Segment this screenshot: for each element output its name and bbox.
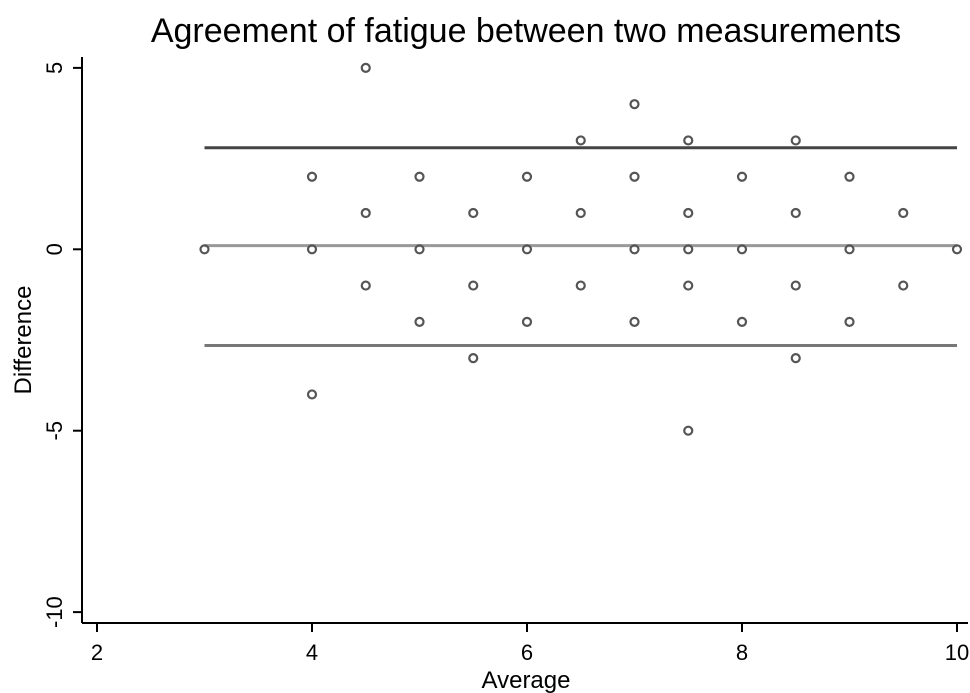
data-point — [521, 171, 533, 182]
x-tick-label: 6 — [521, 640, 533, 665]
data-point — [629, 171, 640, 182]
data-point — [629, 99, 640, 110]
x-tick-label: 10 — [945, 640, 969, 665]
data-point — [790, 207, 801, 219]
y-tick-label: 0 — [42, 243, 67, 255]
data-point — [683, 425, 694, 436]
x-tick-label: 8 — [736, 640, 748, 665]
x-axis-label: Average — [482, 667, 571, 693]
data-point — [898, 280, 909, 291]
chart-title: Agreement of fatigue between two measure… — [151, 12, 901, 50]
y-tick-label: -5 — [42, 421, 67, 441]
data-point — [629, 244, 640, 255]
data-point — [683, 207, 694, 219]
scatter-points — [199, 62, 963, 436]
data-point — [844, 316, 855, 327]
data-point — [575, 135, 586, 146]
data-point — [199, 244, 210, 255]
data-point — [736, 171, 748, 182]
axes — [81, 57, 968, 624]
y-tick-label: -10 — [42, 596, 67, 628]
y-axis-ticks: -10 -5 0 5 — [42, 62, 82, 628]
x-tick-label: 2 — [91, 640, 103, 665]
data-point — [414, 171, 425, 182]
data-point — [306, 171, 318, 182]
data-point — [306, 244, 318, 255]
data-point — [360, 62, 371, 73]
data-point — [790, 280, 801, 291]
data-point — [736, 244, 748, 255]
data-point — [683, 280, 694, 291]
data-point — [521, 316, 533, 327]
data-point — [468, 353, 479, 364]
data-point — [360, 207, 371, 219]
x-tick-label: 4 — [306, 640, 318, 665]
data-point — [683, 244, 694, 255]
data-point — [575, 280, 586, 291]
data-point — [736, 316, 748, 327]
data-point — [629, 316, 640, 327]
data-point — [414, 244, 425, 255]
data-point — [468, 280, 479, 291]
data-point — [521, 244, 533, 255]
data-point — [468, 207, 479, 219]
data-point — [898, 207, 909, 219]
data-point — [790, 353, 801, 364]
data-point — [414, 316, 425, 327]
data-point — [844, 171, 855, 182]
y-tick-label: 5 — [42, 62, 67, 74]
data-point — [844, 244, 855, 255]
data-point — [575, 207, 586, 219]
data-point — [306, 389, 318, 400]
y-axis-label: Difference — [10, 286, 37, 395]
data-point — [951, 244, 963, 255]
data-point — [683, 135, 694, 146]
data-point — [790, 135, 801, 146]
x-axis-ticks: 2 4 6 8 10 — [91, 623, 969, 665]
reference-lines — [204, 146, 957, 347]
data-point — [360, 280, 371, 291]
